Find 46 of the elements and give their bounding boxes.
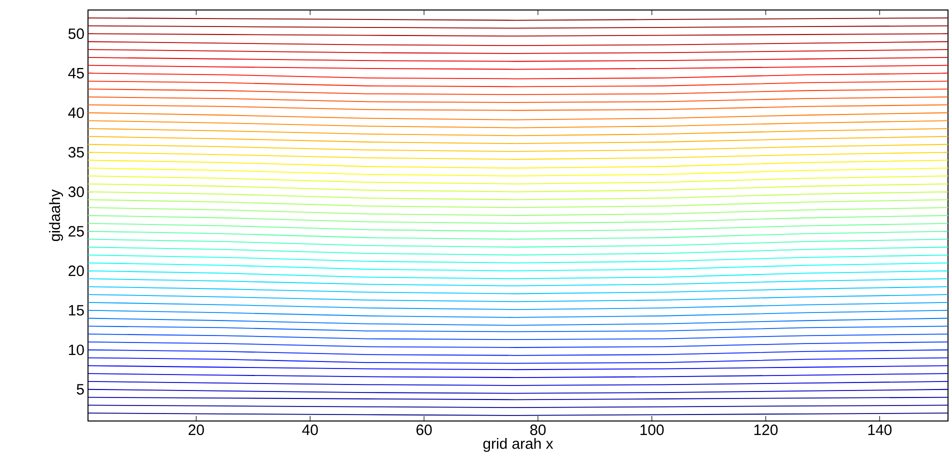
- line-series: [88, 160, 948, 169]
- line-series: [88, 168, 948, 176]
- line-series: [88, 199, 948, 208]
- x-tick-label: 100: [640, 424, 664, 436]
- y-tick-label: 20: [68, 266, 84, 276]
- line-series: [88, 191, 948, 200]
- y-tick-label: 45: [68, 68, 84, 78]
- y-tick-label: 30: [68, 186, 84, 198]
- y-tick-label: 10: [69, 344, 84, 356]
- y-tick-label: 5: [76, 384, 84, 395]
- x-tick-label: 20: [188, 424, 204, 436]
- y-tick-label: 40: [68, 107, 84, 118]
- line-series: [88, 112, 948, 120]
- line-series: [88, 278, 948, 286]
- y-tick-label: 50: [68, 28, 84, 39]
- y-axis-title: gidaahy: [49, 189, 64, 242]
- line-series: [88, 262, 948, 272]
- line-series: [88, 270, 948, 280]
- line-series: [88, 310, 948, 318]
- x-tick-label: 140: [868, 424, 892, 436]
- x-axis-title: grid arah x: [483, 438, 554, 452]
- y-tick-label: 15: [69, 305, 84, 316]
- line-series: [88, 215, 948, 224]
- y-tick-label: 35: [68, 146, 84, 158]
- line-series: [88, 144, 948, 152]
- line-series: [88, 176, 948, 184]
- x-tick-label: 60: [416, 424, 432, 436]
- line-series: [88, 318, 948, 326]
- line-series: [88, 238, 948, 248]
- line-series: [88, 286, 948, 294]
- line-series: [88, 152, 948, 160]
- line-series: [88, 222, 948, 232]
- line-series: [88, 183, 948, 192]
- line-series: [88, 246, 948, 256]
- x-tick-label: 80: [530, 424, 546, 436]
- line-series: [88, 294, 948, 302]
- line-series: [88, 120, 948, 128]
- x-tick-label: 40: [302, 424, 318, 436]
- line-series: [88, 136, 948, 144]
- line-series: [88, 254, 948, 264]
- x-tick-label: 120: [754, 424, 778, 436]
- line-series: [88, 302, 948, 310]
- y-tick-label: 25: [68, 226, 84, 237]
- line-series: [88, 128, 948, 136]
- line-series: [88, 230, 948, 240]
- line-series: [88, 207, 948, 216]
